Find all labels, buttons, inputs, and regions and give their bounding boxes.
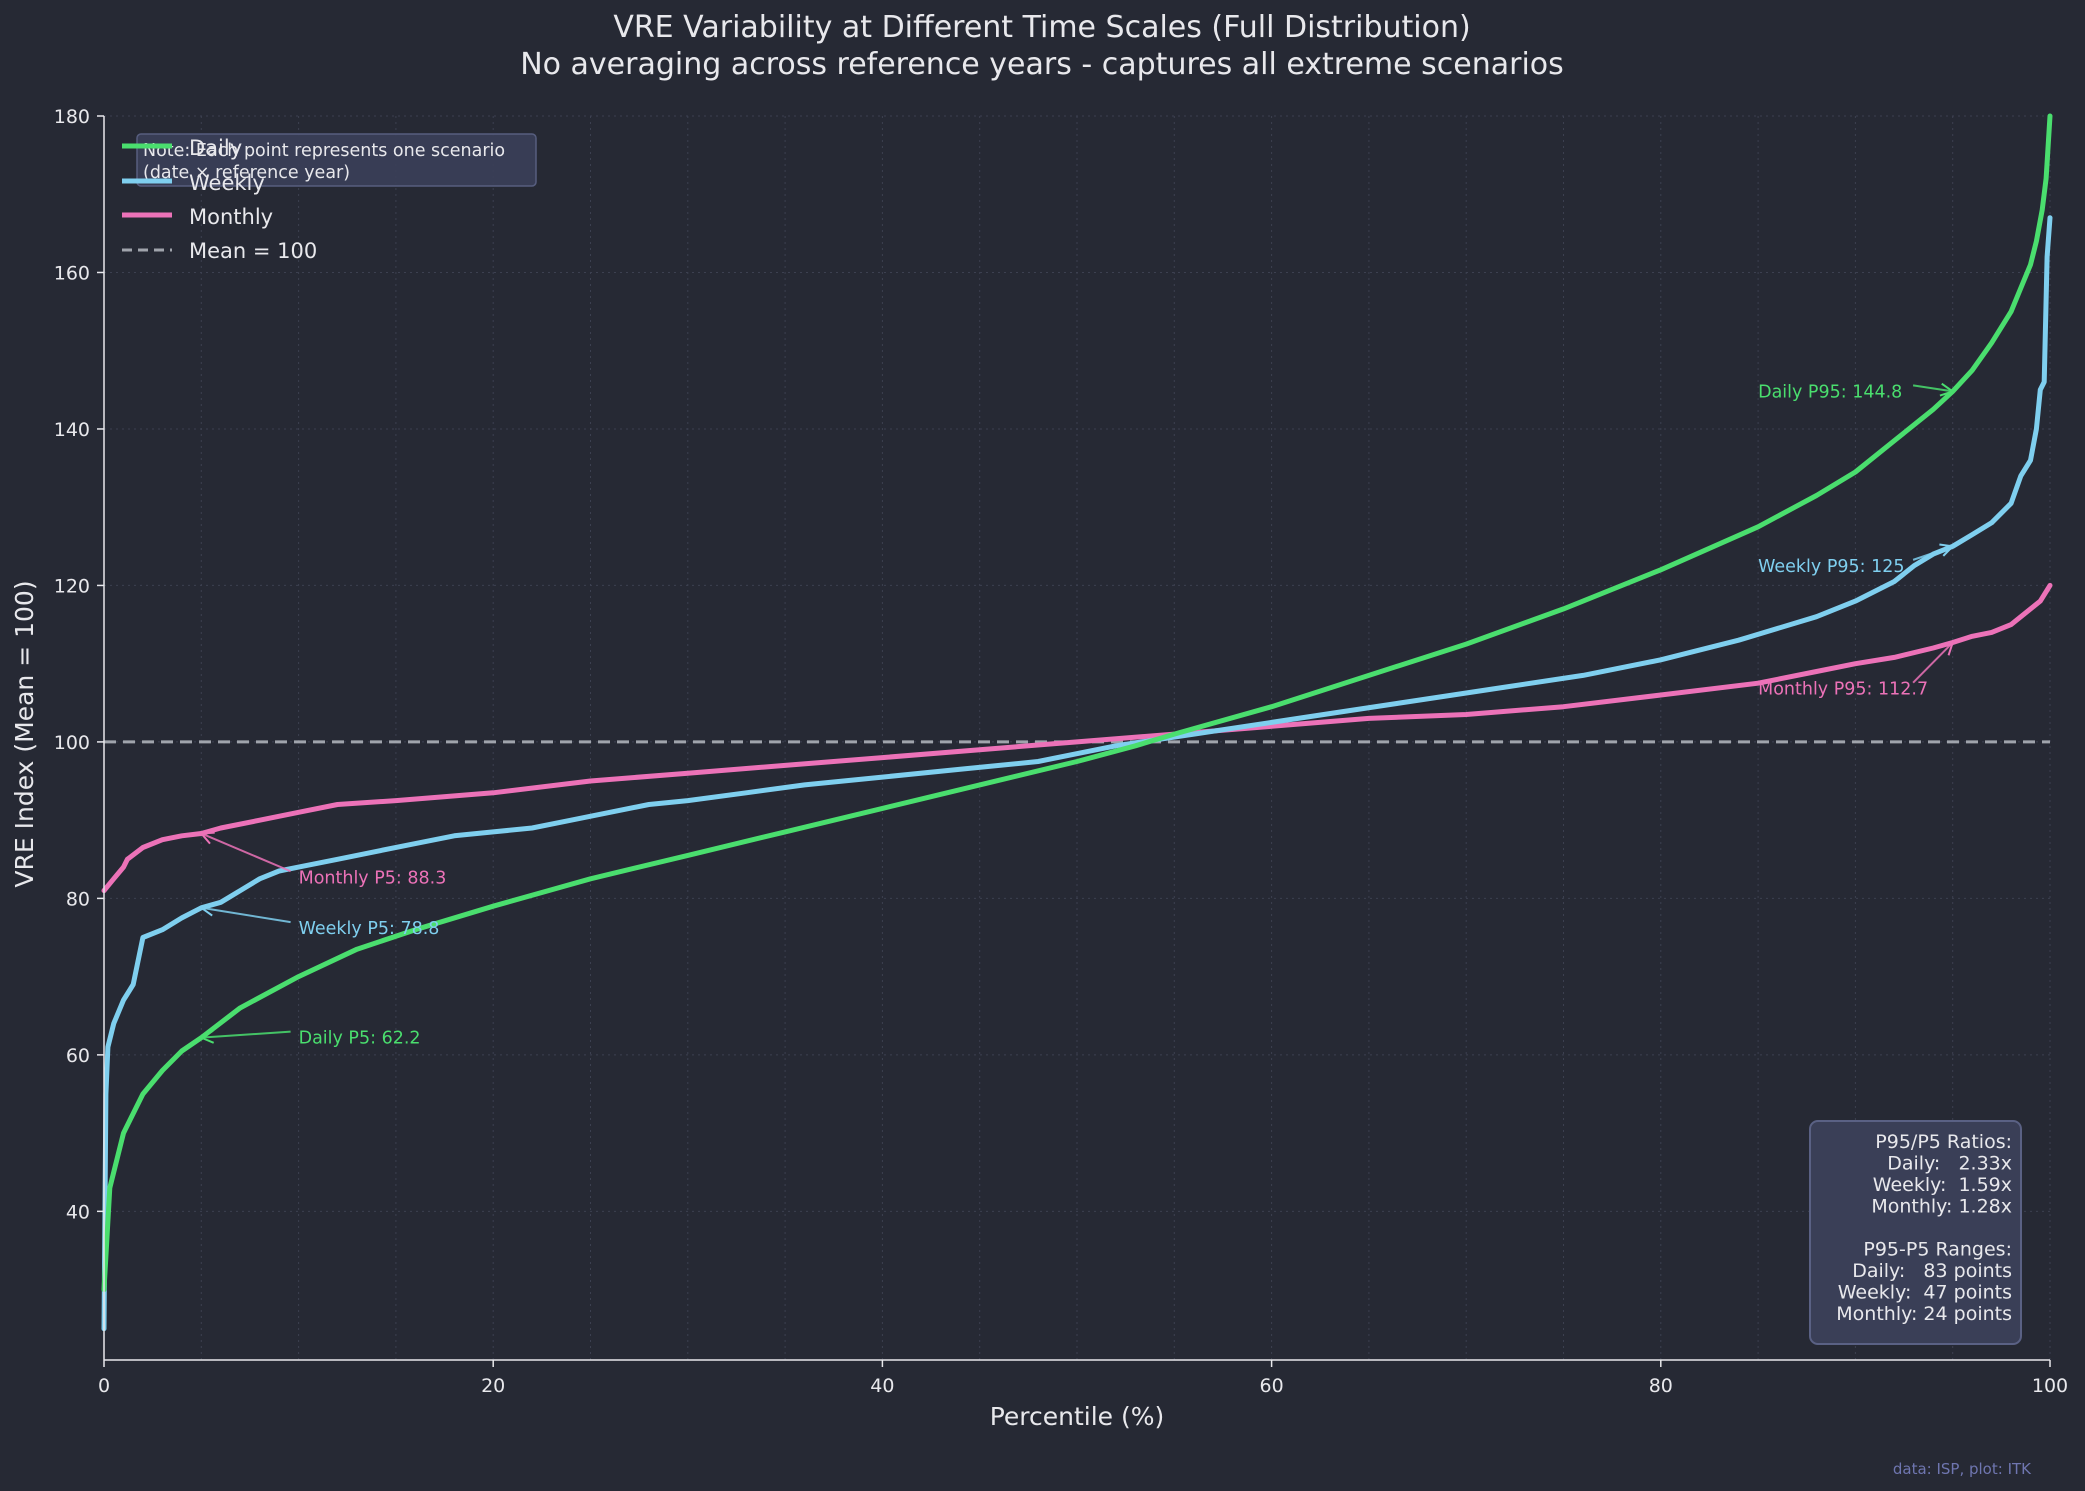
tick-labels: 0 20 40 60 80 100 40 60 80 100 120 140 160 180 bbox=[54, 106, 2068, 1397]
stats-line: P95-P5 Ranges: bbox=[1863, 1239, 2012, 1261]
y-tick-label: 100 bbox=[54, 732, 90, 754]
stats-line: Weekly: 47 points bbox=[1838, 1282, 2012, 1304]
annotation-arrowhead bbox=[199, 1030, 215, 1044]
stats-line: P95/P5 Ratios: bbox=[1875, 1131, 2012, 1153]
legend-label-mean: Mean = 100 bbox=[189, 239, 317, 263]
stats-line: Daily: 83 points bbox=[1852, 1260, 2012, 1282]
annotations: Daily P95: 144.8 Weekly P95: 125 Monthly P… bbox=[199, 382, 1955, 1049]
stats-box-frame bbox=[1809, 1120, 2022, 1345]
y-tick-label: 180 bbox=[54, 106, 90, 128]
legend-label-monthly: Monthly bbox=[189, 205, 273, 229]
credit-text: data: ISP, plot: ITK bbox=[1893, 1460, 2032, 1478]
legend-label-daily: Daily bbox=[189, 136, 242, 160]
note-line-2: (date × reference year) bbox=[143, 163, 350, 183]
x-axis-label: Percentile (%) bbox=[990, 1402, 1165, 1431]
legend: Daily Weekly Monthly Mean = 100 bbox=[122, 136, 317, 263]
y-tick-label: 60 bbox=[66, 1045, 90, 1067]
annotation-arrowhead bbox=[199, 902, 215, 917]
annotation-arrowhead bbox=[1939, 543, 1955, 557]
annotation-label: Daily P5: 62.2 bbox=[299, 1029, 421, 1049]
note-line-1: Note: Each point represents one scenario bbox=[143, 141, 505, 161]
annotation-label: Weekly P95: 125 bbox=[1758, 557, 1904, 577]
stats-line: Monthly: 1.28x bbox=[1871, 1196, 2012, 1218]
y-axis-label: VRE Index (Mean = 100) bbox=[10, 580, 39, 887]
y-tick-label: 80 bbox=[66, 888, 90, 910]
annotation-arrowhead bbox=[1939, 382, 1955, 397]
annotation-arrow bbox=[1912, 384, 1953, 393]
x-tick-label: 20 bbox=[481, 1375, 505, 1397]
x-tick-label: 60 bbox=[1260, 1375, 1284, 1397]
annotation-label: Daily P95: 144.8 bbox=[1758, 382, 1902, 402]
legend-label-weekly: Weekly bbox=[189, 171, 265, 195]
y-tick-label: 140 bbox=[54, 419, 90, 441]
annotation-arrow bbox=[1912, 545, 1954, 561]
stats-line: Monthly: 24 points bbox=[1836, 1303, 2012, 1325]
annotation-arrow bbox=[201, 906, 291, 924]
stats-line: Weekly: 1.59x bbox=[1873, 1174, 2012, 1196]
note-box: Note: Each point represents one scenario… bbox=[136, 133, 537, 187]
y-tick-label: 160 bbox=[54, 262, 90, 284]
y-tick-label: 120 bbox=[54, 575, 90, 597]
annotation-label: Monthly P95: 112.7 bbox=[1758, 680, 1928, 700]
annotation-arrowhead bbox=[1939, 640, 1955, 656]
annotation-label: Weekly P5: 78.8 bbox=[299, 919, 440, 939]
chart-subtitle: No averaging across reference years - ca… bbox=[520, 47, 1564, 82]
chart-title: VRE Variability at Different Time Scales… bbox=[613, 10, 1470, 45]
annotation-arrow bbox=[1912, 641, 1954, 684]
annotation-arrowhead bbox=[199, 831, 215, 845]
annotation-arrow bbox=[200, 832, 291, 873]
annotation-arrow bbox=[201, 1030, 291, 1039]
y-tick-label: 40 bbox=[66, 1201, 90, 1223]
note-box-frame bbox=[136, 133, 537, 187]
x-tick-label: 100 bbox=[2032, 1375, 2068, 1397]
axes bbox=[103, 116, 2050, 1361]
x-tick-label: 80 bbox=[1649, 1375, 1673, 1397]
annotation-label: Monthly P5: 88.3 bbox=[299, 868, 447, 888]
stats-line: Daily: 2.33x bbox=[1887, 1153, 2012, 1175]
x-tick-label: 40 bbox=[870, 1375, 894, 1397]
x-tick-label: 0 bbox=[98, 1375, 110, 1397]
series-line-daily bbox=[101, 113, 2053, 1293]
